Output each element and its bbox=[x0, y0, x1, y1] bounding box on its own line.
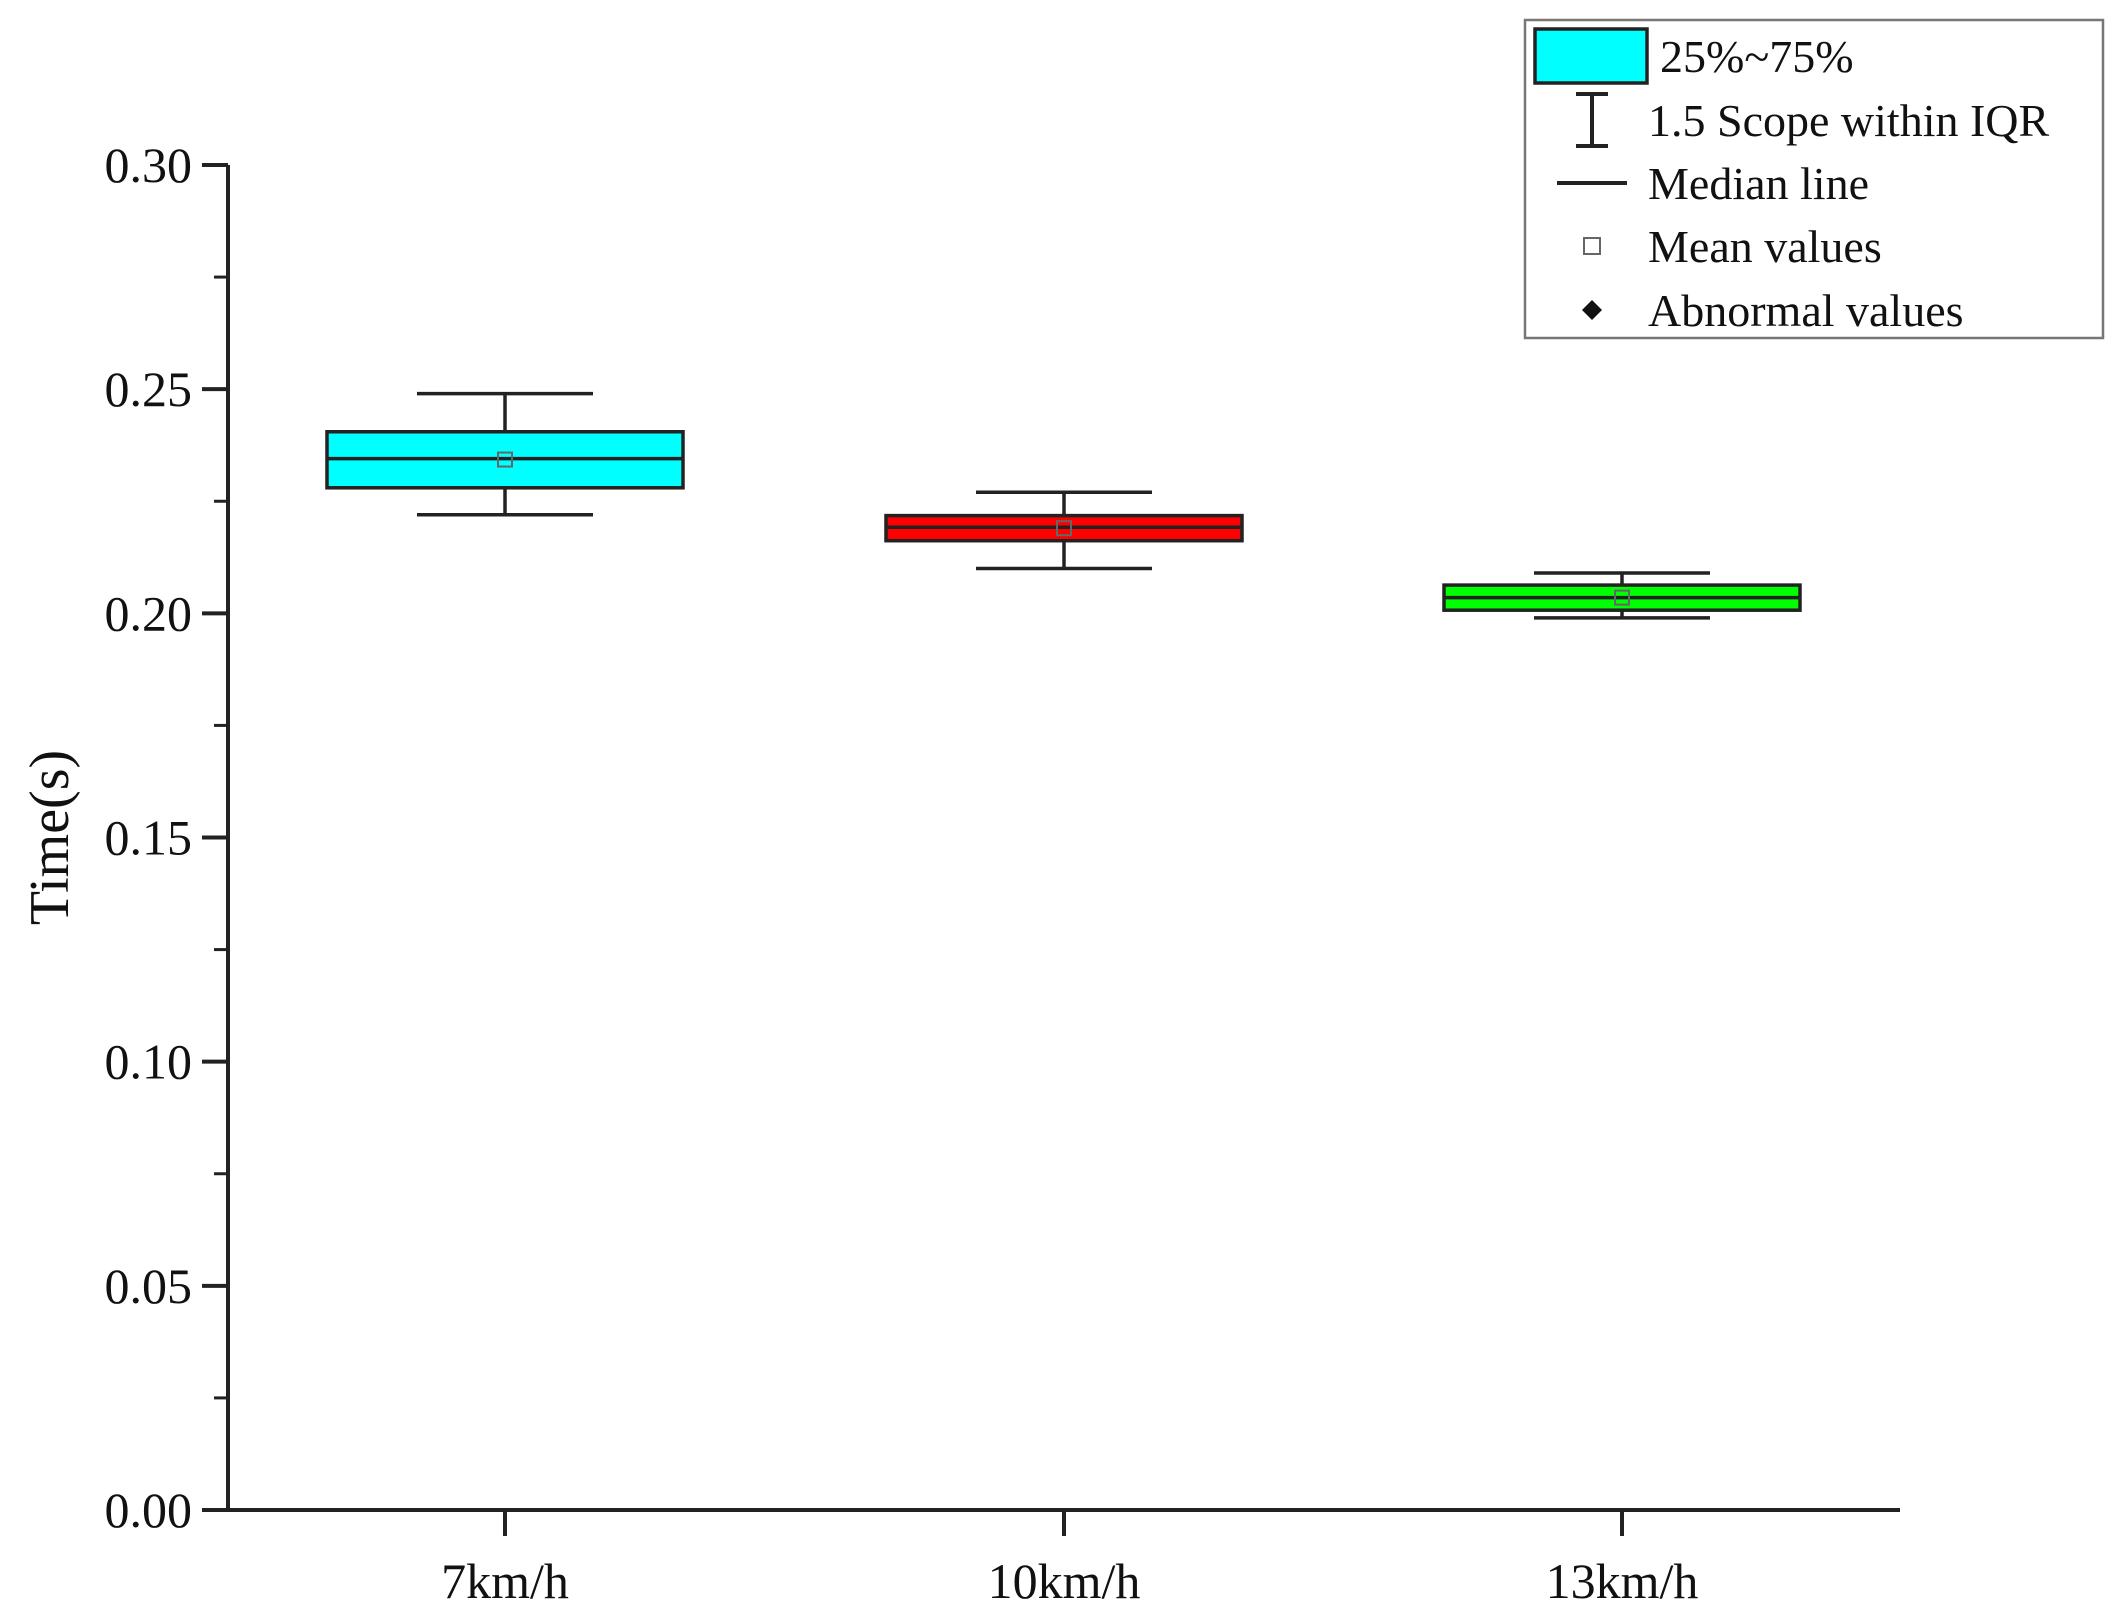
box-10km-h bbox=[884, 490, 1244, 571]
x-tick-label: 10km/h bbox=[988, 1553, 1141, 1609]
legend-item: Mean values bbox=[1583, 221, 1882, 272]
y-tick-label: 0.05 bbox=[105, 1258, 193, 1314]
mean-marker bbox=[1614, 589, 1630, 606]
legend-item: 25%~75% bbox=[1533, 27, 1854, 85]
legend-label: 1.5 Scope within IQR bbox=[1648, 95, 2050, 146]
legend-item: Median line bbox=[1557, 158, 1869, 209]
legend-label: Median line bbox=[1648, 158, 1869, 209]
box-13km-h bbox=[1442, 571, 1802, 620]
legend: 25%~75% 1.5 Scope within IQR Median line Me… bbox=[1523, 18, 2105, 340]
legend-item: Abnormal values bbox=[1582, 285, 1964, 336]
y-tick-label: 0.30 bbox=[105, 137, 193, 193]
box-7km-h bbox=[325, 391, 685, 517]
y-tick-label: 0.00 bbox=[105, 1482, 193, 1538]
legend-box-swatch bbox=[1533, 27, 1649, 85]
legend-label: Mean values bbox=[1648, 221, 1882, 272]
mean-marker bbox=[497, 451, 513, 468]
boxes-group bbox=[325, 391, 1802, 620]
y-axis-title: Time(s) bbox=[19, 750, 81, 925]
y-tick-label: 0.10 bbox=[105, 1034, 193, 1090]
y-tick-label: 0.25 bbox=[105, 361, 193, 417]
legend-label: Abnormal values bbox=[1648, 285, 1964, 336]
mean-marker bbox=[1056, 520, 1072, 537]
legend-mean-icon bbox=[1583, 237, 1601, 255]
y-tick-label: 0.20 bbox=[105, 585, 193, 641]
axes-group: 0.00 0.05 0.10 0.15 0.20 0.25 0.30 7km/h 10km/h 1… bbox=[19, 137, 1900, 1609]
y-tick-label: 0.15 bbox=[105, 810, 193, 866]
legend-label: 25%~75% bbox=[1660, 31, 1854, 82]
x-tick-label: 13km/h bbox=[1546, 1553, 1699, 1609]
legend-diamond-icon bbox=[1582, 300, 1602, 320]
legend-item: 1.5 Scope within IQR bbox=[1576, 92, 2050, 148]
x-tick-label: 7km/h bbox=[441, 1553, 569, 1609]
